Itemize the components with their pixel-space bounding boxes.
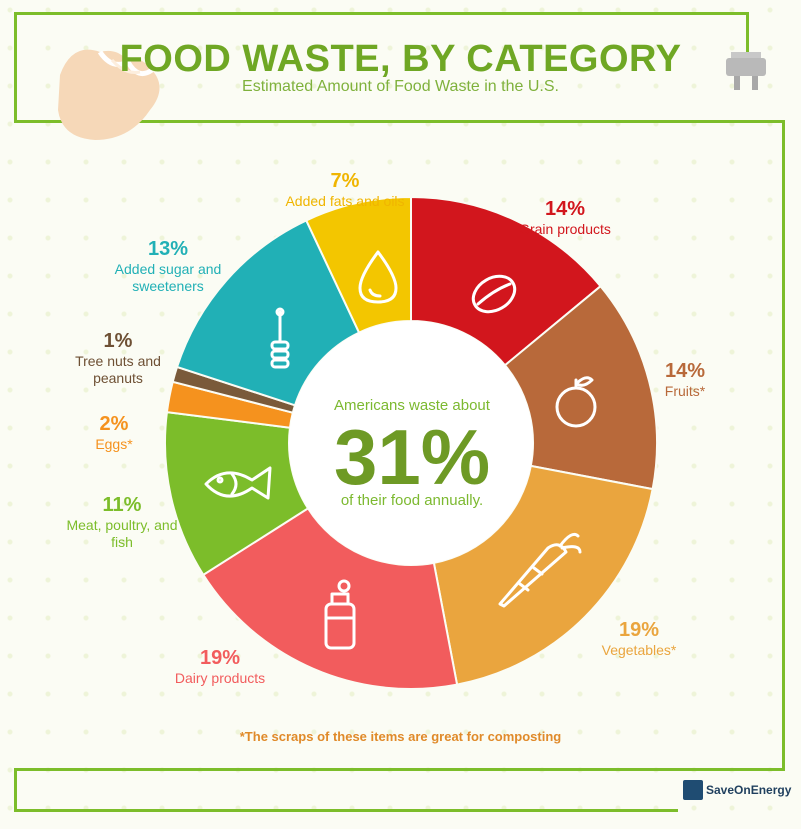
page-title: FOOD WASTE, BY CATEGORY bbox=[119, 38, 682, 80]
label-grain: 14% Grain products bbox=[490, 198, 640, 238]
brand-logo-icon bbox=[683, 780, 703, 800]
label-grain-pct: 14% bbox=[544, 198, 586, 220]
label-fruits: 14% Fruits* bbox=[640, 360, 730, 400]
page-subtitle: Estimated Amount of Food Waste in the U.… bbox=[242, 78, 559, 95]
brand-name: SaveOnEnergy bbox=[706, 783, 792, 797]
label-fruits-name: Fruits* bbox=[664, 383, 706, 399]
label-fats-pct: 7% bbox=[330, 170, 360, 192]
label-nuts-name: Tree nuts and peanuts bbox=[75, 353, 161, 386]
frame-right-top bbox=[746, 12, 749, 54]
label-nuts-pct: 1% bbox=[103, 330, 133, 352]
frame-bottom bbox=[14, 809, 678, 812]
frame-bottom-top bbox=[14, 768, 785, 771]
label-eggs-pct: 2% bbox=[99, 413, 129, 435]
label-sugar-name: Added sugar and sweeteners bbox=[114, 261, 222, 294]
label-vegetables-name: Vegetables* bbox=[601, 642, 677, 658]
center-intro: Americans waste about bbox=[334, 397, 490, 414]
label-meat-pct: 11% bbox=[102, 494, 142, 516]
center-percent: 31% bbox=[333, 413, 491, 501]
label-sugar-pct: 13% bbox=[147, 238, 189, 260]
label-meat: 11% Meat, poultry, and fish bbox=[62, 494, 182, 551]
label-fruits-pct: 14% bbox=[664, 360, 706, 382]
label-grain-name: Grain products bbox=[519, 221, 611, 237]
label-vegetables-pct: 19% bbox=[618, 619, 660, 641]
label-dairy-name: Dairy products bbox=[174, 670, 266, 686]
plug-icon bbox=[726, 52, 766, 90]
label-fats-name: Added fats and oils bbox=[285, 193, 405, 209]
footnote: *The scraps of these items are great for… bbox=[239, 729, 562, 744]
frame-left-top bbox=[14, 12, 17, 123]
donut-hole bbox=[289, 321, 533, 565]
label-nuts: 1% Tree nuts and peanuts bbox=[58, 330, 178, 387]
label-vegetables: 19% Vegetables* bbox=[584, 619, 694, 659]
label-eggs-name: Eggs* bbox=[95, 436, 133, 452]
frame-top bbox=[14, 12, 749, 15]
label-fats: 7% Added fats and oils bbox=[270, 170, 420, 210]
label-sugar: 13% Added sugar and sweeteners bbox=[98, 238, 238, 295]
center-outro: of their food annually. bbox=[340, 492, 484, 509]
label-dairy-pct: 19% bbox=[199, 647, 241, 669]
frame-left-bottom bbox=[14, 768, 17, 812]
frame-right bbox=[782, 120, 785, 768]
eggshell-icon bbox=[58, 49, 160, 140]
label-meat-name: Meat, poultry, and fish bbox=[66, 517, 178, 550]
frame-mid bbox=[14, 120, 785, 123]
label-dairy: 19% Dairy products bbox=[150, 647, 290, 687]
label-eggs: 2% Eggs* bbox=[84, 413, 144, 453]
